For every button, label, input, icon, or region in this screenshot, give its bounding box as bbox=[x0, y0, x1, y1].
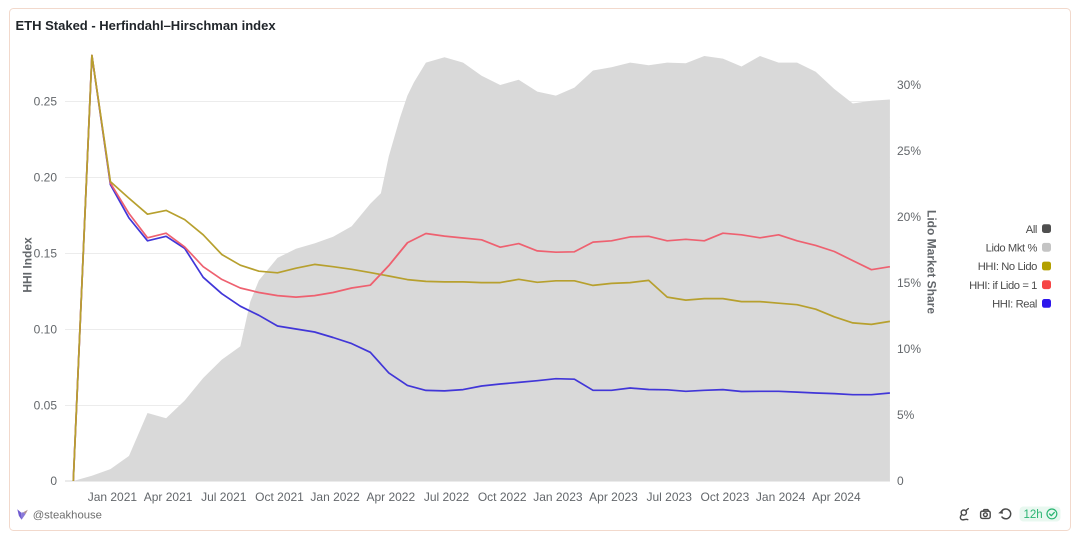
svg-text:HHI: No Lido: HHI: No Lido bbox=[978, 261, 1037, 273]
svg-text:Jul 2023: Jul 2023 bbox=[647, 490, 693, 504]
svg-text:30%: 30% bbox=[897, 78, 921, 92]
svg-text:0: 0 bbox=[50, 474, 57, 488]
svg-text:Jul 2022: Jul 2022 bbox=[424, 490, 470, 504]
svg-text:20%: 20% bbox=[897, 210, 921, 224]
svg-text:Oct 2023: Oct 2023 bbox=[701, 490, 750, 504]
svg-text:12h: 12h bbox=[1024, 509, 1043, 521]
svg-text:ETH Staked - Herfindahl–Hirsch: ETH Staked - Herfindahl–Hirschman index bbox=[16, 18, 277, 33]
svg-text:HHI: Real: HHI: Real bbox=[992, 299, 1037, 311]
svg-text:Apr 2024: Apr 2024 bbox=[812, 490, 861, 504]
svg-text:0.10: 0.10 bbox=[34, 323, 58, 337]
svg-text:0: 0 bbox=[897, 474, 904, 488]
svg-text:Lido Mkt %: Lido Mkt % bbox=[986, 243, 1038, 255]
svg-text:HHI: if Lido = 1: HHI: if Lido = 1 bbox=[969, 280, 1037, 292]
svg-text:15%: 15% bbox=[897, 276, 921, 290]
svg-text:Oct 2021: Oct 2021 bbox=[255, 490, 304, 504]
svg-text:0.05: 0.05 bbox=[34, 399, 58, 413]
svg-text:Jan 2024: Jan 2024 bbox=[756, 490, 806, 504]
svg-text:Apr 2023: Apr 2023 bbox=[589, 490, 638, 504]
svg-text:0.25: 0.25 bbox=[34, 95, 58, 109]
svg-text:Jan 2022: Jan 2022 bbox=[310, 490, 360, 504]
svg-text:Jan 2023: Jan 2023 bbox=[533, 490, 583, 504]
svg-text:0.20: 0.20 bbox=[34, 171, 58, 185]
svg-text:HHI Index: HHI Index bbox=[21, 237, 35, 293]
svg-text:All: All bbox=[1026, 224, 1037, 236]
svg-text:Jan 2021: Jan 2021 bbox=[88, 490, 138, 504]
svg-text:Jul 2021: Jul 2021 bbox=[201, 490, 247, 504]
svg-text:25%: 25% bbox=[897, 144, 921, 158]
svg-text:Apr 2021: Apr 2021 bbox=[144, 490, 193, 504]
svg-text:Lido Market Share: Lido Market Share bbox=[925, 210, 939, 314]
svg-text:Oct 2022: Oct 2022 bbox=[478, 490, 527, 504]
svg-text:5%: 5% bbox=[897, 408, 915, 422]
svg-text:10%: 10% bbox=[897, 342, 921, 356]
svg-text:Apr 2022: Apr 2022 bbox=[366, 490, 415, 504]
svg-text:@steakhouse: @steakhouse bbox=[33, 510, 102, 522]
svg-text:0.15: 0.15 bbox=[34, 247, 58, 261]
